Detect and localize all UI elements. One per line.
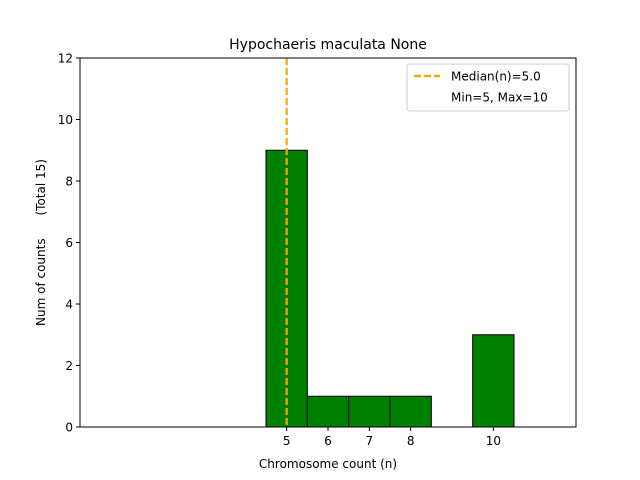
legend-entry-min-max: Min=5, Max=10 bbox=[451, 91, 548, 105]
y-tick-label-0: 0 bbox=[65, 421, 73, 435]
y-tick-label-10: 10 bbox=[58, 113, 73, 127]
x-axis-ticks: 5 6 7 8 10 bbox=[283, 427, 501, 448]
x-tick-label-8: 8 bbox=[407, 434, 415, 448]
y-tick-label-12: 12 bbox=[58, 52, 73, 66]
legend: Median(n)=5.0 Min=5, Max=10 bbox=[406, 63, 570, 112]
x-tick-label-10: 10 bbox=[486, 434, 501, 448]
y-axis-label: Num of counts (Total 15) bbox=[34, 159, 48, 326]
y-axis-ticks: 0 2 4 6 8 10 12 bbox=[58, 52, 80, 435]
bar-8 bbox=[389, 395, 432, 428]
bar-10 bbox=[472, 334, 515, 428]
y-tick-label-2: 2 bbox=[65, 359, 73, 373]
y-tick-label-6: 6 bbox=[65, 236, 73, 250]
y-tick-label-4: 4 bbox=[65, 298, 73, 312]
legend-box bbox=[406, 63, 570, 112]
legend-entry-median: Median(n)=5.0 bbox=[451, 70, 541, 84]
x-tick-label-7: 7 bbox=[366, 434, 374, 448]
chart-title: Hypochaeris maculata None bbox=[229, 37, 427, 53]
x-tick-label-5: 5 bbox=[283, 434, 291, 448]
x-axis-label: Chromosome count (n) bbox=[259, 457, 397, 471]
y-tick-label-8: 8 bbox=[65, 175, 73, 189]
x-tick-label-6: 6 bbox=[324, 434, 332, 448]
bar-6 bbox=[306, 395, 350, 428]
bar-7 bbox=[348, 395, 391, 428]
